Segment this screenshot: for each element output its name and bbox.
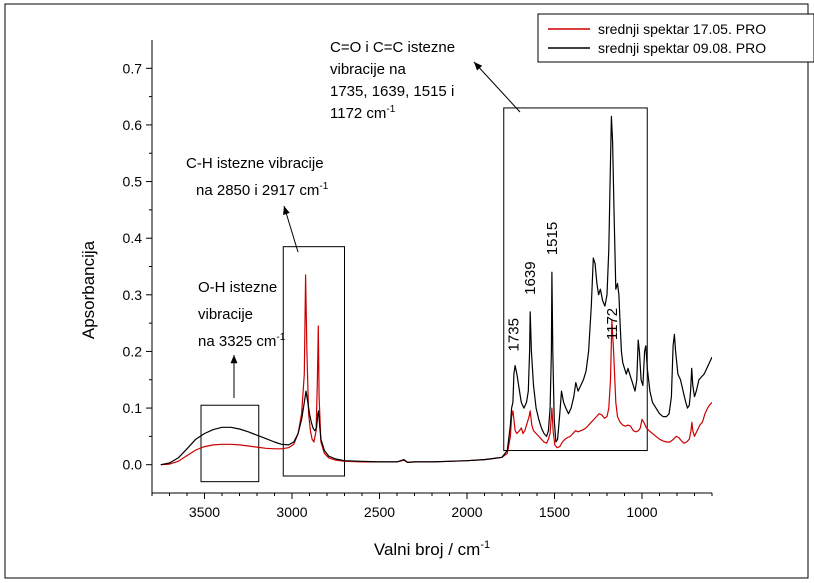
- peak-label: 1639: [522, 261, 539, 294]
- peak-label: 1172: [604, 308, 621, 340]
- annotation-ch-arrowhead: [283, 206, 290, 215]
- y-tick-label: 0.0: [123, 457, 143, 473]
- legend: srednji spektar 17.05. PRO srednji spekta…: [537, 13, 814, 63]
- x-axis-label: Valni broj / cm-1: [374, 539, 490, 559]
- x-tick-label: 3000: [276, 504, 307, 520]
- y-tick-label: 0.4: [123, 230, 143, 246]
- x-tick-label: 1500: [539, 504, 570, 520]
- legend-label: srednji spektar 17.05. PRO: [598, 21, 766, 37]
- chart-frame: [4, 3, 809, 579]
- series-line-1: [160, 274, 712, 466]
- x-tick-label: 2000: [451, 504, 482, 520]
- y-tick-label: 0.5: [123, 174, 143, 190]
- series-line-2: [160, 115, 712, 466]
- y-tick-label: 0.2: [123, 343, 143, 359]
- annotation-ch-line: C-H istezne vibracije: [186, 155, 324, 172]
- y-tick-label: 0.6: [123, 117, 143, 133]
- x-tick-label: 2500: [364, 504, 395, 520]
- annotation-co-line: vibracije na: [330, 61, 407, 78]
- annotation-co-line: C=O i C=C istezne: [330, 39, 455, 56]
- annotation-co-line: 1172 cm-1: [330, 104, 396, 122]
- x-tick-label: 1000: [626, 504, 657, 520]
- x-axis-label-text: Valni broj / cm: [374, 540, 480, 559]
- y-tick-label: 0.1: [123, 400, 143, 416]
- series-layer: [160, 115, 712, 466]
- y-tick-label: 0.7: [123, 60, 143, 76]
- axes: 0.0 0.1 0.2 0.3 0.4 0.5 0.6 0.7 3500 3000 2500 2000…: [123, 40, 713, 520]
- annotation-oh-line: O-H istezne: [198, 279, 277, 296]
- annotation-co-line: 1735, 1639, 1515 i: [330, 83, 454, 100]
- y-axis-label: Apsorbancija: [79, 240, 98, 339]
- annotation-co-arrowhead: [474, 62, 483, 71]
- legend-label: srednji spektar 09.08. PRO: [598, 40, 766, 56]
- annotation-oh-line: vibracije: [198, 306, 253, 323]
- region-boxes: [200, 107, 648, 483]
- annotation-co-arrow: [473, 61, 521, 113]
- region-box-oh: [200, 404, 260, 483]
- annotation-ch-line: na 2850 i 2917 cm-1: [196, 181, 329, 199]
- legend-box: [537, 13, 814, 63]
- x-axis-label-sup: -1: [480, 539, 490, 551]
- annotations: O-H istezne vibracije na 3325 cm-1 C-H iste…: [186, 39, 621, 398]
- annotation-oh-arrowhead: [230, 355, 238, 364]
- region-box-ch: [282, 246, 345, 477]
- peak-label: 1735: [505, 318, 522, 351]
- peak-label: 1515: [544, 222, 561, 255]
- region-box-co: [503, 107, 648, 452]
- y-tick-label: 0.3: [123, 287, 143, 303]
- annotation-oh-line: na 3325 cm-1: [198, 332, 286, 350]
- x-tick-label: 3500: [189, 504, 220, 520]
